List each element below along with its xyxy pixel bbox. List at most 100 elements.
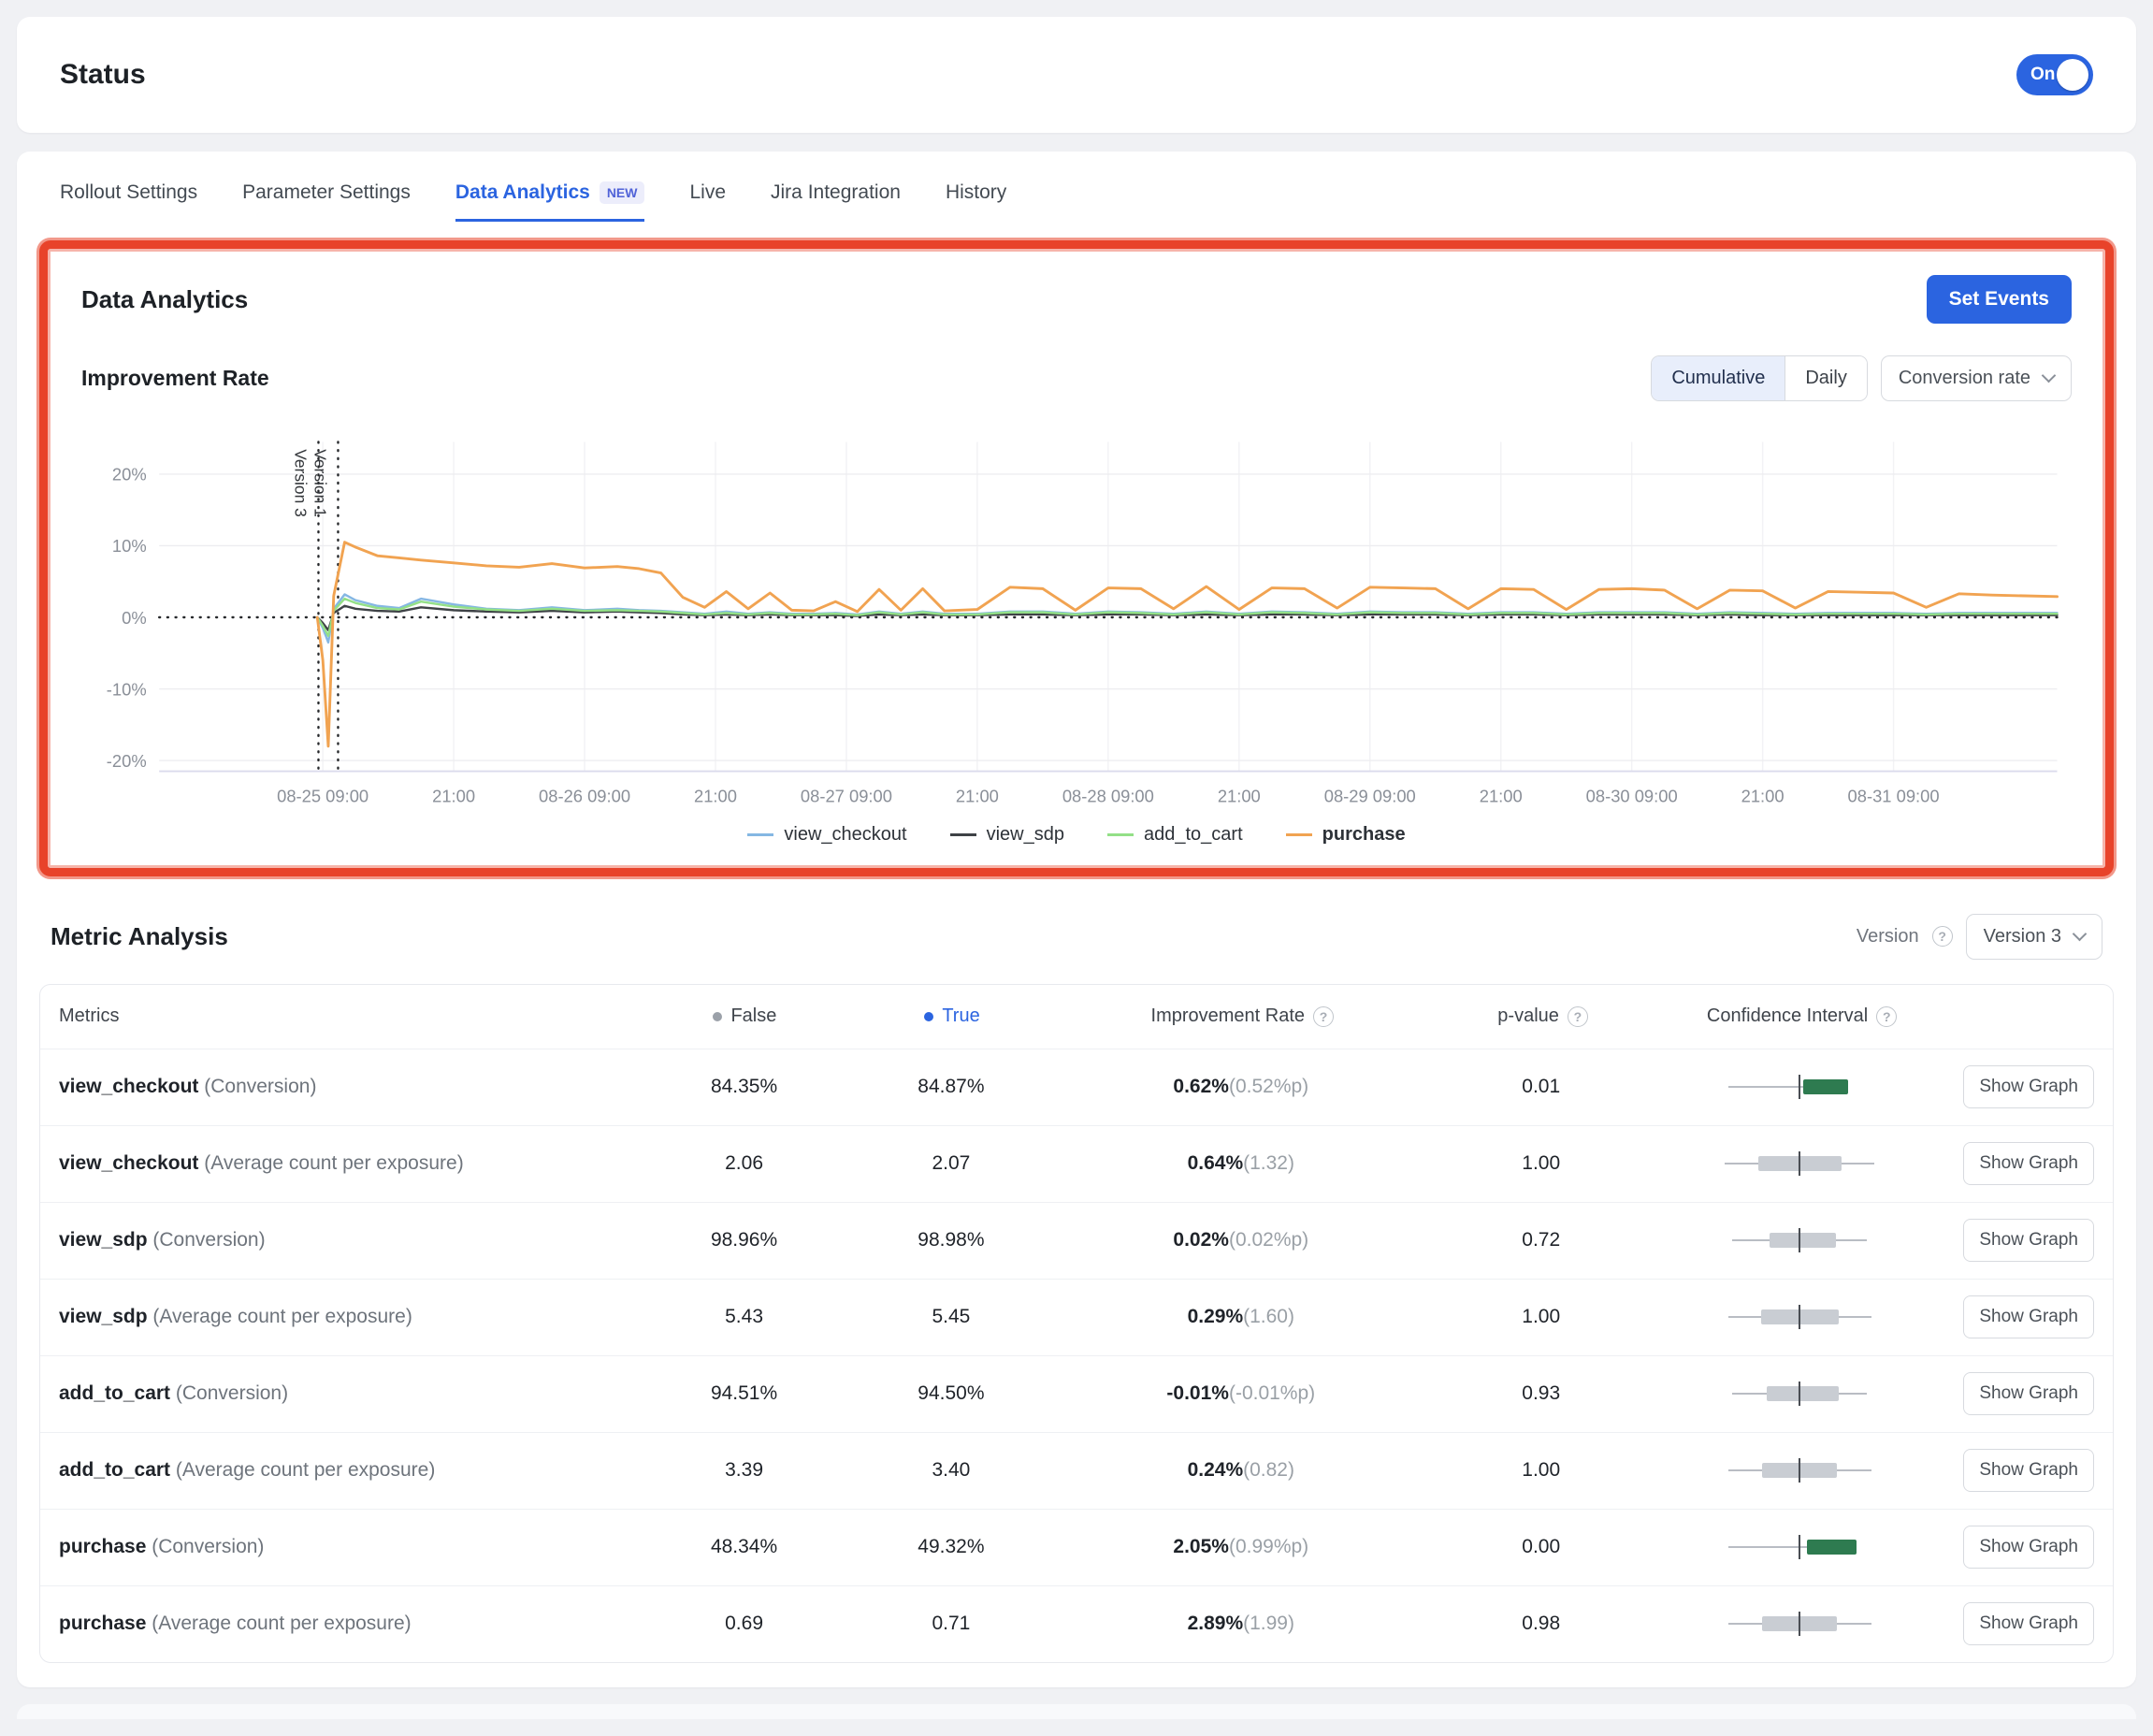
ci-center-tick xyxy=(1799,1535,1801,1560)
legend-item-view-sdp[interactable]: view_sdp xyxy=(949,823,1064,846)
improvement-rate-chart: 20% 10% 0% -10% -20% 08-25 09:00 21:00 08-26 09… xyxy=(81,427,2072,849)
metric-suffix: (Average count per exposure) xyxy=(147,1306,412,1328)
p-value: 1.00 xyxy=(1522,1306,1561,1328)
main-card: Rollout Settings Parameter Settings Data A… xyxy=(17,152,2136,1687)
data-analytics-panel: Data Analytics Set Events Improvement Ra… xyxy=(48,249,2105,868)
confidence-interval-cell xyxy=(1654,1296,1944,1338)
legend-item-add-to-cart[interactable]: add_to_cart xyxy=(1107,824,1243,846)
svg-text:21:00: 21:00 xyxy=(1741,786,1785,805)
show-graph-button[interactable]: Show Graph xyxy=(1963,1142,2094,1186)
tab-history[interactable]: History xyxy=(946,181,1006,222)
table-row: view_sdp (Average count per exposure) 5.4… xyxy=(40,1278,2113,1355)
legend-swatch-icon xyxy=(949,832,976,836)
svg-text:08-30 09:00: 08-30 09:00 xyxy=(1586,786,1678,805)
metric-name: view_sdp xyxy=(59,1229,148,1251)
col-header-p: p-value? xyxy=(1429,1005,1657,1027)
svg-text:08-31 09:00: 08-31 09:00 xyxy=(1848,786,1940,805)
version-dropdown[interactable]: Version 3 xyxy=(1965,913,2102,960)
status-toggle[interactable]: On xyxy=(2016,54,2093,95)
svg-text:Version 1: Version 1 xyxy=(311,449,329,517)
col-header-label: Confidence Interval xyxy=(1706,1005,1869,1027)
svg-text:08-29 09:00: 08-29 09:00 xyxy=(1324,786,1416,805)
tab-label: Live xyxy=(689,181,727,203)
confidence-interval-cell xyxy=(1654,1373,1944,1414)
col-header-label: Metrics xyxy=(59,1005,120,1027)
tab-jira-integration[interactable]: Jira Integration xyxy=(771,181,901,222)
tab-parameter-settings[interactable]: Parameter Settings xyxy=(242,181,411,222)
tab-data-analytics[interactable]: Data Analytics NEW xyxy=(455,181,645,222)
true-value: 3.40 xyxy=(932,1459,971,1482)
metric-cell: purchase (Conversion) xyxy=(40,1536,641,1558)
table-row: add_to_cart (Average count per exposure)… xyxy=(40,1431,2113,1509)
metric-analysis-section: Metric Analysis Version ? Version 3 Metr… xyxy=(17,876,2136,1663)
next-section-peek xyxy=(17,1703,2136,1719)
show-graph-button[interactable]: Show Graph xyxy=(1963,1219,2094,1263)
svg-text:20%: 20% xyxy=(112,465,147,485)
version-selector-area: Version ? Version 3 xyxy=(1856,913,2102,960)
metric-dropdown[interactable]: Conversion rate xyxy=(1880,355,2072,401)
mode-segmented-control: Cumulative Daily xyxy=(1651,355,1868,401)
metric-cell: view_checkout (Average count per exposur… xyxy=(40,1152,641,1175)
false-value: 48.34% xyxy=(710,1536,778,1558)
action-cell: Show Graph xyxy=(1944,1219,2113,1263)
ci-whisker xyxy=(1727,1086,1828,1089)
true-value: 5.45 xyxy=(932,1306,971,1328)
show-graph-button[interactable]: Show Graph xyxy=(1963,1295,2094,1339)
false-value: 94.51% xyxy=(710,1382,778,1405)
mode-daily[interactable]: Daily xyxy=(1785,356,1867,400)
confidence-interval-plot xyxy=(1725,1066,1874,1107)
show-graph-button[interactable]: Show Graph xyxy=(1963,1372,2094,1416)
improvement-value: 0.64%(1.32) xyxy=(1055,1152,1427,1175)
table-row: view_sdp (Conversion) 98.96% 98.98% 0.02%(0… xyxy=(40,1201,2113,1279)
false-value: 2.06 xyxy=(725,1152,763,1175)
improvement-sub: (0.52%p) xyxy=(1228,1076,1309,1098)
true-value: 49.32% xyxy=(918,1536,985,1558)
chart-canvas: 20% 10% 0% -10% -20% 08-25 09:00 21:00 08-26 09… xyxy=(107,441,2059,805)
help-icon[interactable]: ? xyxy=(1876,1005,1898,1027)
confidence-interval-plot xyxy=(1725,1143,1875,1184)
help-icon[interactable]: ? xyxy=(1313,1005,1335,1027)
p-value: 1.00 xyxy=(1522,1152,1561,1175)
metric-name: purchase xyxy=(59,1536,147,1558)
legend-label: view_sdp xyxy=(986,823,1064,845)
true-value: 0.71 xyxy=(932,1613,971,1635)
false-dot-icon xyxy=(713,1011,723,1021)
improvement-main: 0.02% xyxy=(1173,1229,1229,1251)
legend-item-purchase[interactable]: purchase xyxy=(1285,824,1406,846)
show-graph-button[interactable]: Show Graph xyxy=(1963,1449,2094,1493)
help-icon[interactable]: ? xyxy=(1567,1005,1588,1027)
tab-rollout-settings[interactable]: Rollout Settings xyxy=(60,181,197,222)
set-events-button[interactable]: Set Events xyxy=(1926,275,2072,324)
improvement-main: 0.62% xyxy=(1173,1076,1229,1098)
mode-cumulative[interactable]: Cumulative xyxy=(1652,356,1785,400)
confidence-interval-plot xyxy=(1725,1296,1874,1338)
improvement-main: 0.64% xyxy=(1187,1152,1244,1175)
legend-item-view-checkout[interactable]: view_checkout xyxy=(747,824,907,846)
version-dropdown-label: Version 3 xyxy=(1983,925,2061,947)
p-value: 0.93 xyxy=(1522,1382,1561,1405)
tab-live[interactable]: Live xyxy=(689,181,726,222)
true-value: 2.07 xyxy=(932,1152,971,1175)
legend-label: add_to_cart xyxy=(1144,823,1243,845)
improvement-value: -0.01%(-0.01%p) xyxy=(1055,1382,1427,1405)
table-header-row: Metrics False True Improvement Rate? p-value… xyxy=(40,985,2113,1049)
show-graph-button[interactable]: Show Graph xyxy=(1963,1065,2094,1109)
table-row: view_checkout (Average count per exposur… xyxy=(40,1124,2113,1202)
tab-bar: Rollout Settings Parameter Settings Data A… xyxy=(17,181,2136,222)
metric-analysis-table: Metrics False True Improvement Rate? p-value… xyxy=(39,983,2114,1663)
metric-cell: view_checkout (Conversion) xyxy=(40,1076,641,1098)
col-header-label: False xyxy=(730,1005,777,1027)
help-icon[interactable]: ? xyxy=(1931,926,1953,948)
show-graph-button[interactable]: Show Graph xyxy=(1963,1602,2094,1646)
toggle-knob-icon xyxy=(2057,59,2088,91)
action-cell: Show Graph xyxy=(1944,1449,2113,1493)
show-graph-button[interactable]: Show Graph xyxy=(1963,1526,2094,1570)
svg-text:08-28 09:00: 08-28 09:00 xyxy=(1062,786,1154,805)
metric-suffix: (Conversion) xyxy=(146,1536,265,1558)
improvement-main: -0.01% xyxy=(1166,1382,1229,1405)
improvement-sub: (-0.01%p) xyxy=(1228,1382,1316,1405)
table-row: purchase (Average count per exposure) 0.6… xyxy=(40,1584,2113,1662)
confidence-interval-cell xyxy=(1654,1066,1944,1107)
version-label: Version xyxy=(1856,925,1919,947)
new-badge: NEW xyxy=(599,181,645,204)
